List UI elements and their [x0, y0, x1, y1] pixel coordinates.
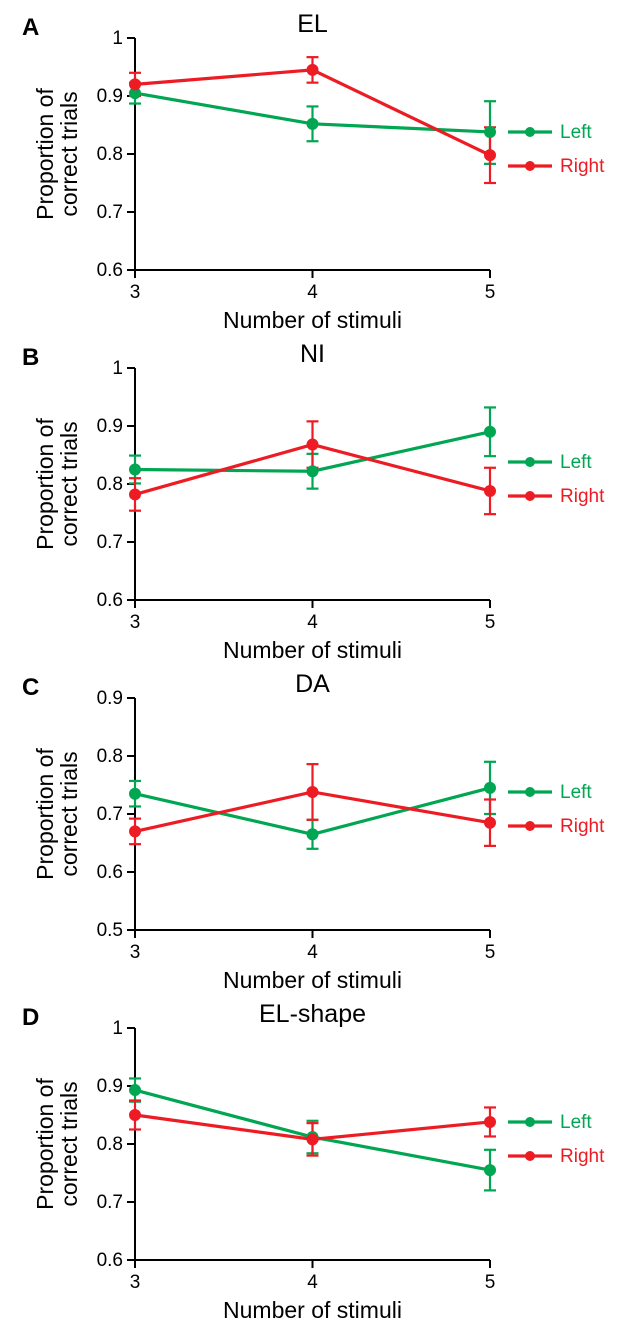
y-tick-label: 0.9: [97, 86, 123, 107]
series-marker-left: [485, 782, 496, 793]
x-tick-label: 3: [130, 282, 141, 303]
legend: Left Right: [508, 452, 605, 507]
legend-label-right: Right: [560, 816, 605, 837]
series-marker-right: [130, 1110, 141, 1121]
x-tick-label: 5: [485, 1272, 496, 1293]
series-marker-left: [485, 126, 496, 137]
figure: A EL 0.6 0.7 0.8 0.9 1 3 4 5 Proportion ofcorrect…: [0, 0, 638, 1340]
series-marker-left: [130, 788, 141, 799]
y-tick-label: 0.8: [97, 474, 123, 495]
y-axis-title: Proportion ofcorrect trials: [32, 88, 82, 220]
panel-label-B: B: [22, 344, 39, 372]
y-tick-label: 0.5: [97, 920, 123, 941]
chart-A: EL 0.6 0.7 0.8 0.9 1 3 4 5 Proportion ofcorrect t…: [0, 10, 638, 340]
x-tick-label: 5: [485, 282, 496, 303]
y-tick-label: 1: [112, 358, 123, 379]
x-axis-title: Number of stimuli: [223, 1297, 402, 1323]
legend-label-right: Right: [560, 1146, 605, 1167]
y-tick-label: 0.8: [97, 746, 123, 767]
chart-title: DA: [295, 670, 330, 698]
x-tick-label: 3: [130, 942, 141, 963]
x-tick-label: 5: [485, 942, 496, 963]
series-marker-right: [130, 826, 141, 837]
legend-label-left: Left: [560, 1112, 592, 1133]
chart-title: EL: [297, 10, 328, 38]
x-tick-label: 5: [485, 612, 496, 633]
panel-B: B NI 0.6 0.7 0.8 0.9 1 3 4 5 Proportion ofcorrect…: [0, 340, 638, 670]
series-marker-left: [307, 466, 318, 477]
x-tick-label: 4: [307, 612, 318, 633]
series-marker-left: [130, 1085, 141, 1096]
x-tick-label: 3: [130, 612, 141, 633]
panel-A: A EL 0.6 0.7 0.8 0.9 1 3 4 5 Proportion ofcorrect…: [0, 10, 638, 340]
chart-C: DA 0.5 0.6 0.7 0.8 0.9 3 4 5 Proportion ofcorrect…: [0, 670, 638, 1000]
x-axis-title: Number of stimuli: [223, 967, 402, 993]
series-marker-left: [130, 464, 141, 475]
series-marker-right: [485, 817, 496, 828]
x-tick-label: 4: [307, 282, 318, 303]
legend: Left Right: [508, 782, 605, 837]
series-marker-right: [130, 489, 141, 500]
chart-title: NI: [300, 340, 325, 368]
x-axis-title: Number of stimuli: [223, 637, 402, 663]
y-tick-label: 1: [112, 28, 123, 49]
series-marker-right: [485, 1116, 496, 1127]
y-tick-label: 0.7: [97, 1192, 123, 1213]
series-marker-right: [307, 439, 318, 450]
x-tick-label: 3: [130, 1272, 141, 1293]
x-tick-label: 4: [307, 942, 318, 963]
y-tick-label: 1: [112, 1018, 123, 1039]
series-marker-left: [307, 118, 318, 129]
panel-C: C DA 0.5 0.6 0.7 0.8 0.9 3 4 5 Proportion ofcorre…: [0, 670, 638, 1000]
y-tick-label: 0.6: [97, 1250, 123, 1271]
y-tick-label: 0.7: [97, 202, 123, 223]
series-marker-left: [485, 426, 496, 437]
x-tick-label: 4: [307, 1272, 318, 1293]
y-tick-label: 0.8: [97, 1134, 123, 1155]
legend-label-right: Right: [560, 156, 605, 177]
x-axis-title: Number of stimuli: [223, 307, 402, 333]
y-tick-label: 0.7: [97, 532, 123, 553]
chart-title: EL-shape: [259, 1000, 366, 1028]
y-tick-label: 0.6: [97, 862, 123, 883]
y-axis-title: Proportion ofcorrect trials: [32, 418, 82, 550]
series-marker-right: [307, 786, 318, 797]
y-axis-title: Proportion ofcorrect trials: [32, 1078, 82, 1210]
y-tick-label: 0.6: [97, 590, 123, 611]
y-tick-label: 0.9: [97, 416, 123, 437]
series-marker-right: [485, 485, 496, 496]
panel-label-A: A: [22, 14, 39, 42]
series-marker-left: [485, 1165, 496, 1176]
legend: Left Right: [508, 122, 605, 177]
chart-B: NI 0.6 0.7 0.8 0.9 1 3 4 5 Proportion ofcorrect t…: [0, 340, 638, 670]
legend-label-left: Left: [560, 122, 592, 143]
legend-label-right: Right: [560, 486, 605, 507]
panel-label-C: C: [22, 674, 39, 702]
y-tick-label: 0.9: [97, 688, 123, 709]
legend-label-left: Left: [560, 782, 592, 803]
y-axis-title: Proportion ofcorrect trials: [32, 748, 82, 880]
legend: Left Right: [508, 1112, 605, 1167]
y-tick-label: 0.7: [97, 804, 123, 825]
series-marker-left: [307, 829, 318, 840]
chart-D: EL-shape 0.6 0.7 0.8 0.9 1 3 4 5 Proportion ofcor…: [0, 1000, 638, 1330]
series-marker-right: [307, 64, 318, 75]
y-tick-label: 0.8: [97, 144, 123, 165]
legend-label-left: Left: [560, 452, 592, 473]
series-marker-right: [307, 1134, 318, 1145]
series-marker-right: [130, 79, 141, 90]
panel-label-D: D: [22, 1004, 39, 1032]
y-tick-label: 0.9: [97, 1076, 123, 1097]
series-marker-right: [485, 150, 496, 161]
panel-D: D EL-shape 0.6 0.7 0.8 0.9 1 3 4 5 Proportion ofc…: [0, 1000, 638, 1330]
y-tick-label: 0.6: [97, 260, 123, 281]
